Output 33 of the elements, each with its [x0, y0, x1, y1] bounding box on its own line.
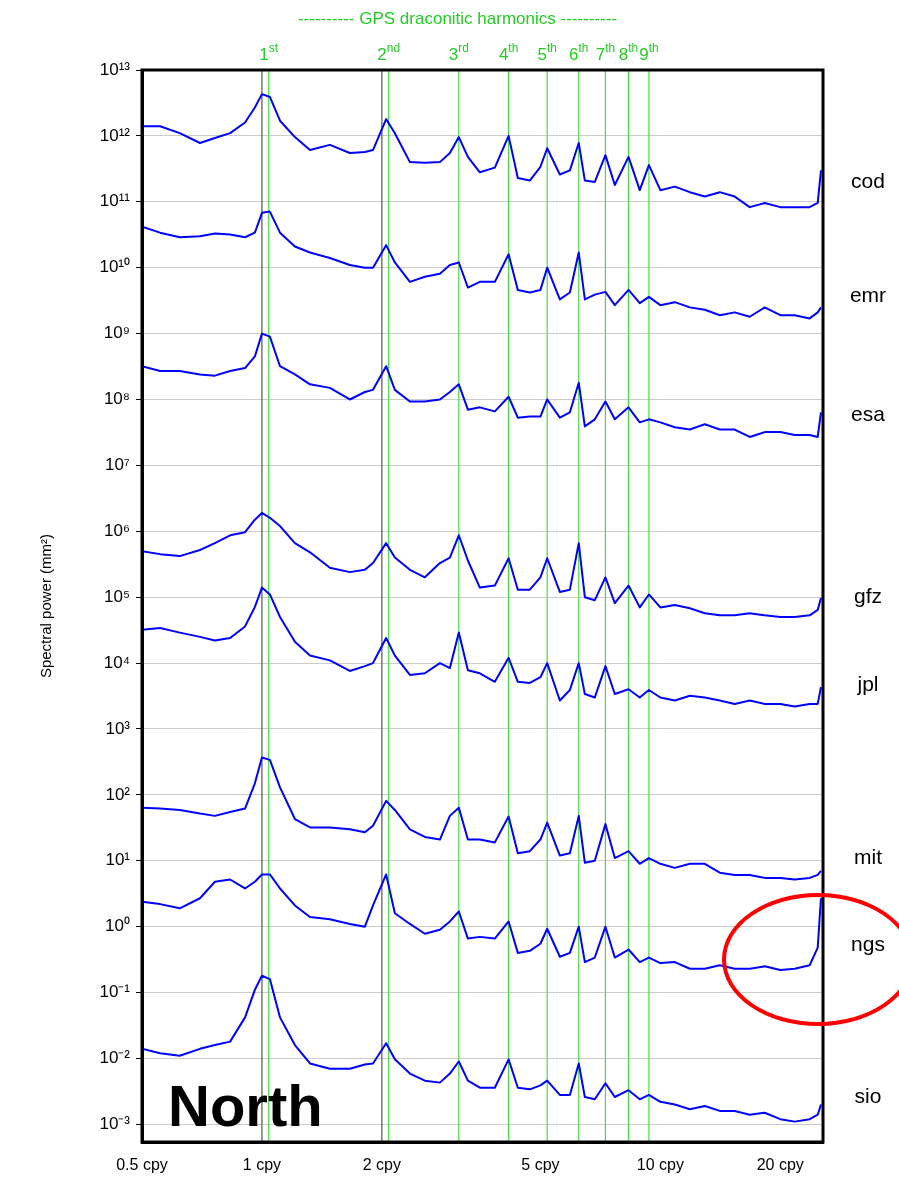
- y-tick-label: 10⁷: [104, 455, 130, 475]
- series-label: sio: [854, 1084, 882, 1108]
- x-tick-label: 1 cpy: [242, 1156, 282, 1174]
- series-label: esa: [851, 401, 886, 425]
- x-tick-label: 20 cpy: [756, 1156, 804, 1174]
- x-tick-label: 5 cpy: [521, 1156, 560, 1174]
- x-tick-label: 2 cpy: [362, 1156, 401, 1174]
- series-label: emr: [849, 283, 887, 307]
- y-tick-label: 10³: [105, 718, 131, 738]
- x-tick-label: 10 cpy: [636, 1156, 684, 1174]
- y-axis-title: Spectral power (mm²): [37, 533, 55, 679]
- y-tick-label: 10¹⁰: [99, 257, 130, 277]
- series-label: ngs: [851, 931, 885, 955]
- y-tick-label: 10⁹: [103, 323, 130, 343]
- chart-title: ---------- GPS draconitic harmonics ----------: [297, 9, 618, 28]
- x-tick-label: 0.5 cpy: [116, 1156, 168, 1174]
- y-tick-label: 10⁶: [104, 520, 130, 540]
- y-tick-label: 10⁴: [103, 652, 130, 672]
- y-tick-label: 10⁵: [104, 586, 130, 606]
- series-label: cod: [851, 169, 885, 193]
- y-tick-label: 10⁻¹: [99, 982, 131, 1002]
- y-tick-label: 10⁻³: [99, 1114, 131, 1134]
- y-tick-label: 10⁸: [103, 389, 130, 409]
- y-tick-label: 10¹: [105, 850, 131, 870]
- y-tick-label: 10⁻²: [99, 1048, 131, 1068]
- y-tick-label: 10¹¹: [99, 191, 131, 211]
- y-tick-label: 10⁰: [105, 916, 130, 936]
- y-tick-label: 10¹²: [99, 125, 131, 145]
- series-label: jpl: [856, 672, 879, 696]
- series-label: gfz: [853, 583, 883, 607]
- y-tick-label: 10²: [105, 784, 131, 804]
- series-label: mit: [854, 844, 883, 868]
- y-tick-label: 10¹³: [99, 59, 131, 79]
